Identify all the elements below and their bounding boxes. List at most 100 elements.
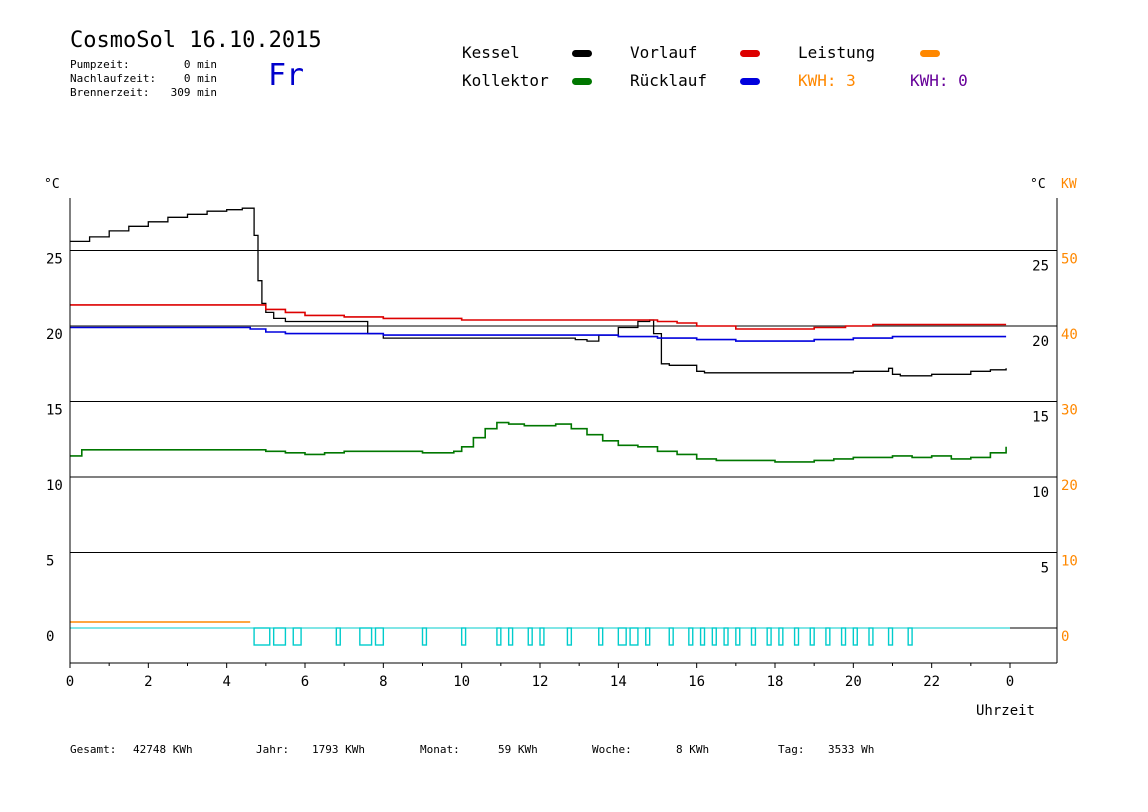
x-tick-label-9: 18 [767, 674, 784, 690]
x-tick-label-10: 20 [845, 674, 862, 690]
right-temp-tick-label-20: 20 [1032, 334, 1049, 350]
legend-vorlauf-label: Vorlauf [630, 43, 698, 62]
pump-pulse-18 [688, 627, 694, 646]
pump-pulse-26 [793, 627, 800, 646]
pump-pulse-15 [629, 627, 639, 646]
stat-pumpzeit-label: Pumpzeit: [70, 58, 130, 71]
pump-pulse-25 [778, 627, 784, 646]
left-tick-label-0: 0 [46, 629, 54, 645]
pump-pulse-9 [507, 627, 514, 646]
pump-pulse-23 [750, 627, 757, 646]
right-power-tick-label-20: 20 [1061, 478, 1078, 494]
pump-pulse-1 [272, 627, 287, 646]
pump-pulse-13 [598, 627, 604, 646]
x-tick-label-4: 8 [379, 674, 387, 690]
pump-pulse-12 [566, 627, 573, 646]
stat-brennerzeit-value: 309 min [170, 86, 217, 99]
footer-tag-label: Tag: [778, 743, 805, 756]
x-tick-label-5: 10 [453, 674, 470, 690]
pump-pulse-17 [668, 627, 674, 646]
right-power-tick-label-40: 40 [1061, 327, 1078, 343]
pump-pulse-0 [253, 627, 271, 646]
left-tick-label-20: 20 [46, 327, 63, 343]
footer-monat-value: 59 KWh [498, 743, 538, 756]
pump-pulse-5 [374, 627, 385, 646]
right-power-tick-label-10: 10 [1061, 554, 1078, 570]
legend-kwh-1: KWH: 3 [798, 71, 856, 90]
pump-pulse-11 [539, 627, 545, 646]
footer-jahr-value: 1793 KWh [312, 743, 365, 756]
footer-jahr-label: Jahr: [256, 743, 290, 756]
legend-leistung-label: Leistung [798, 43, 876, 62]
pump-pulse-10 [527, 627, 533, 646]
left-tick-label-25: 25 [46, 252, 63, 268]
left-axis-unit: °C [44, 177, 60, 192]
right-power-tick-label-0: 0 [1061, 629, 1069, 645]
left-tick-label-15: 15 [46, 403, 63, 419]
pump-pulse-32 [887, 627, 894, 646]
pump-pulse-31 [868, 627, 874, 646]
right-power-tick-label-50: 50 [1061, 252, 1078, 268]
right-temp-tick-label-15: 15 [1032, 410, 1049, 426]
pump-pulse-20 [711, 627, 717, 646]
pump-pulse-28 [825, 627, 831, 646]
legend-ruecklauf-swatch [740, 78, 760, 85]
footer-gesamt-value: 42748 KWh [133, 743, 193, 756]
pump-pulse-22 [735, 627, 741, 646]
legend-kollektor-swatch [572, 78, 592, 85]
stat-nachlaufzeit-value: 0 min [183, 72, 217, 85]
x-tick-label-1: 2 [144, 674, 152, 690]
right-power-tick-label-30: 30 [1061, 403, 1078, 419]
pump-pulse-8 [496, 627, 502, 646]
footer-woche-label: Woche: [592, 743, 632, 756]
x-tick-label-0: 0 [66, 674, 74, 690]
x-tick-label-3: 6 [301, 674, 309, 690]
legend-kessel-label: Kessel [462, 43, 520, 62]
pump-pulse-24 [766, 627, 772, 646]
stat-brennerzeit-label: Brennerzeit: [70, 86, 150, 99]
footer-woche-value: 8 KWh [676, 743, 710, 756]
pump-pulse-21 [723, 627, 729, 646]
series-line-kollektor [70, 421, 1007, 463]
stat-nachlaufzeit-label: Nachlaufzeit: [70, 72, 157, 85]
pump-pulse-30 [852, 627, 858, 646]
pump-pulse-3 [335, 627, 341, 646]
pump-pulse-2 [292, 627, 302, 646]
footer-tag-value: 3533 Wh [828, 743, 875, 756]
footer-gesamt-label: Gesamt: [70, 743, 117, 756]
left-tick-label-5: 5 [46, 554, 54, 570]
pump-pulse-7 [460, 627, 467, 646]
footer-monat-label: Monat: [420, 743, 460, 756]
legend-kollektor-label: Kollektor [462, 71, 549, 90]
pump-pulse-4 [359, 627, 373, 646]
legend-ruecklauf-label: Rücklauf [630, 71, 708, 90]
x-axis-label: Uhrzeit [976, 703, 1035, 719]
series-line-kessel [70, 207, 1007, 377]
pump-pulse-27 [809, 627, 815, 646]
legend-kessel-swatch [572, 50, 592, 57]
right-power-axis-unit: KW [1061, 177, 1077, 192]
weekday-label: Fr [268, 58, 305, 93]
stat-pumpzeit-value: 0 min [183, 58, 217, 71]
left-tick-label-10: 10 [46, 478, 63, 494]
legend-vorlauf-swatch [740, 50, 760, 57]
right-temp-tick-label-25: 25 [1032, 259, 1049, 275]
pump-pulse-19 [699, 627, 706, 646]
pump-pulse-29 [840, 627, 847, 646]
pump-pulse-6 [421, 627, 428, 646]
x-tick-label-8: 16 [688, 674, 705, 690]
x-tick-label-11: 22 [923, 674, 940, 690]
x-tick-label-2: 4 [222, 674, 230, 690]
x-tick-label-6: 12 [532, 674, 549, 690]
pump-pulse-33 [907, 627, 913, 646]
right-temp-axis-unit: °C [1030, 177, 1046, 192]
right-temp-tick-label-10: 10 [1032, 485, 1049, 501]
pump-pulse-14 [617, 627, 627, 646]
legend-leistung-swatch [920, 50, 940, 57]
page-title: CosmoSol 16.10.2015 [70, 28, 322, 53]
legend-kwh-2: KWH: 0 [910, 71, 968, 90]
series-line-vorlauf [70, 304, 1007, 330]
right-temp-tick-label-5: 5 [1041, 561, 1049, 577]
series-line-ruecklauf [70, 326, 1007, 342]
